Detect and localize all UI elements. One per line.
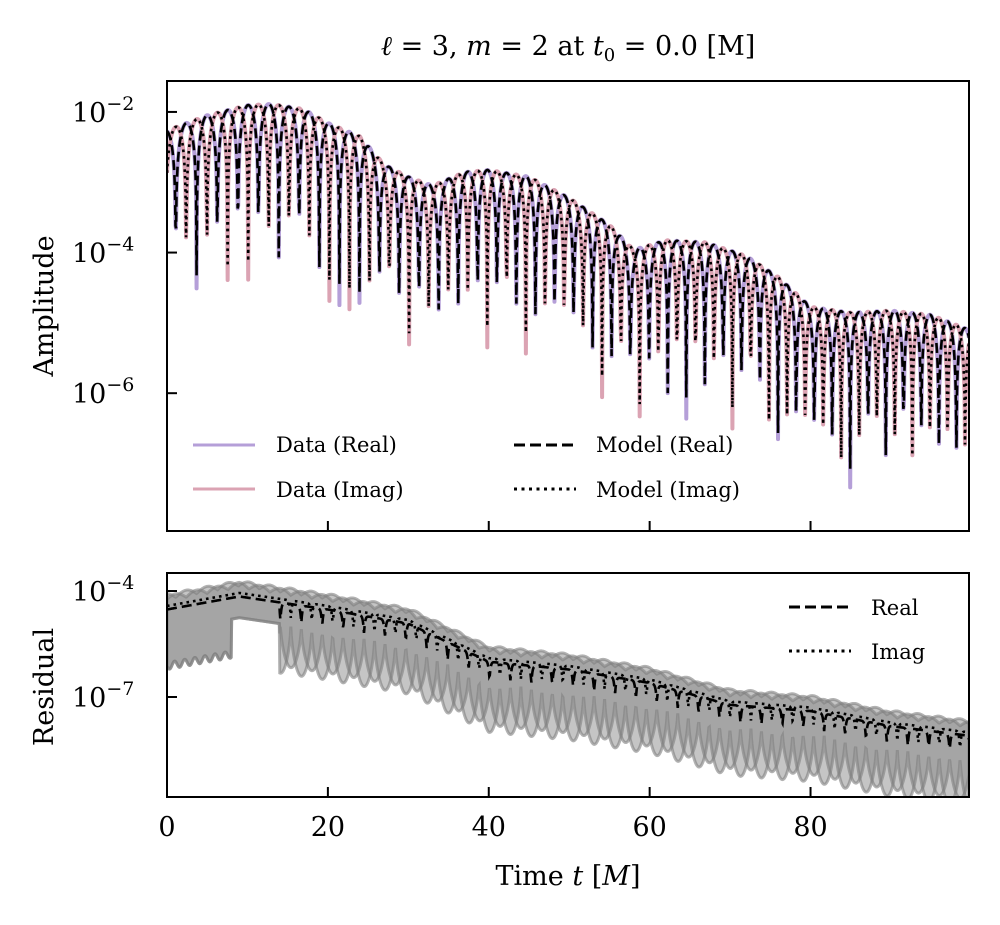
amplitude-axes-frame [166, 80, 970, 532]
legend-label-residual-real: Real [871, 596, 919, 620]
amplitude-ylabel: Amplitude [29, 235, 60, 377]
amplitude-ytick-label: 10−6 [72, 374, 134, 410]
legend-label-data-real: Data (Real) [276, 433, 397, 457]
chart-title: ℓ = 3, m = 2 at t0 = 0.0 [M] [381, 31, 756, 66]
residual-band-real [167, 580, 969, 797]
series-residual-real [167, 595, 969, 749]
residual-ytick-label: 10−7 [72, 678, 134, 714]
residual-band-imag [167, 580, 969, 797]
amplitude-plot-area [167, 102, 969, 490]
amplitude-legend: Data (Real) Data (Imag) Model (Real) Mod… [193, 433, 740, 502]
legend-label-model-real: Model (Real) [596, 433, 733, 457]
legend-label-model-imag: Model (Imag) [596, 478, 740, 502]
residual-legend: Real Imag [789, 596, 925, 664]
series-model-real [167, 102, 969, 469]
residual-axes-frame [166, 572, 970, 798]
series-model-imag [167, 103, 969, 458]
legend-label-residual-imag: Imag [871, 640, 925, 664]
residual-ylabel: Residual [29, 628, 60, 746]
legend-label-data-imag: Data (Imag) [276, 478, 404, 502]
residual-plot-area [167, 580, 969, 797]
xtick-label: 60 [632, 812, 666, 843]
amplitude-ytick-label: 10−4 [72, 234, 134, 270]
xtick-label: 40 [472, 812, 506, 843]
xtick-label: 80 [793, 812, 827, 843]
amplitude-ytick-label: 10−2 [72, 93, 134, 129]
xlabel: Time t [M] [496, 861, 641, 892]
residual-ytick-label: 10−4 [72, 572, 134, 608]
xtick-label: 20 [311, 812, 345, 843]
xtick-label: 0 [158, 812, 175, 843]
amplitude-ticks: 10−2 10−4 10−6 [72, 93, 812, 531]
residual-ticks: 10−4 10−7 0 20 40 60 80 [72, 572, 828, 843]
